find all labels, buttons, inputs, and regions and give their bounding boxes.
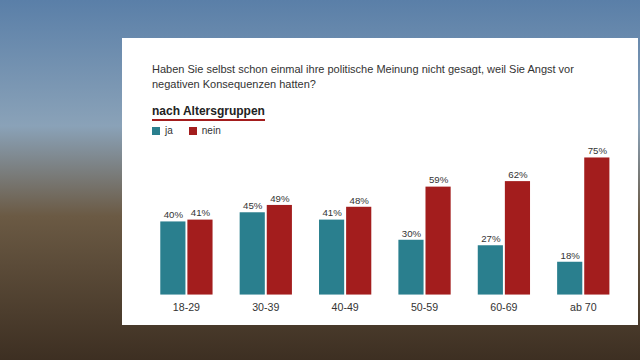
svg-text:27%: 27% [481,233,501,244]
svg-text:48%: 48% [350,195,370,206]
svg-text:ab 70: ab 70 [570,301,597,313]
svg-text:50-59: 50-59 [411,301,438,313]
svg-text:41%: 41% [191,207,211,218]
svg-text:75%: 75% [588,145,608,156]
html-text:nein: nein [201,125,221,136]
svg-text:40%: 40% [164,209,184,220]
svg-text:59%: 59% [429,174,449,185]
html-text:Haben Sie selbst schon einmal: Haben Sie selbst schon einmal ihre polit… [152,63,574,90]
svg-text:41%: 41% [322,207,342,218]
svg-text:62%: 62% [508,169,528,180]
svg-text:18%: 18% [561,250,581,261]
svg-text:60-69: 60-69 [490,301,517,313]
svg-text:45%: 45% [243,200,263,211]
svg-text:18-29: 18-29 [173,301,200,313]
svg-text:49%: 49% [270,193,290,204]
svg-text:30-39: 30-39 [252,301,279,313]
svg-text:30%: 30% [402,228,422,239]
html-text:ja: ja [165,125,173,136]
svg-text:40-49: 40-49 [332,301,359,313]
html-text:nach Altersgruppen: nach Altersgruppen [152,104,265,118]
